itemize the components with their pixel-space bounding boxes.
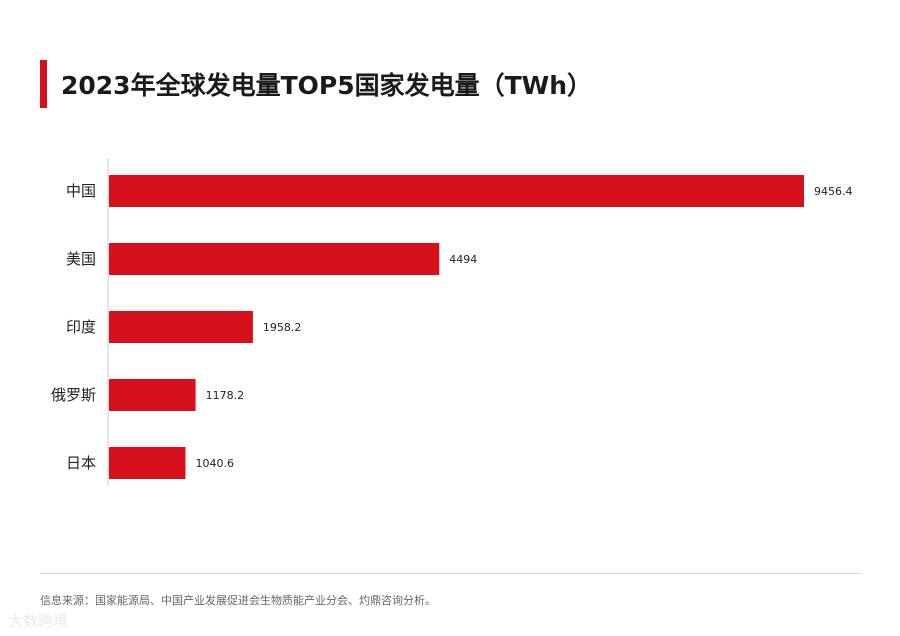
title-accent-bar [40,60,47,108]
bar [109,379,196,411]
value-label: 1178.2 [206,389,245,402]
category-label: 印度 [66,318,96,336]
value-label: 1958.2 [263,321,302,334]
source-note: 信息来源：国家能源局、中国产业发展促进会生物质能产业分会、灼鼎咨询分析。 [40,594,436,607]
category-label: 美国 [66,250,96,268]
footer-divider [40,573,862,574]
value-label: 4494 [449,253,477,266]
value-label: 1040.6 [195,457,234,470]
category-label: 俄罗斯 [51,386,96,404]
watermark-logo: 大数跨境 [8,612,69,630]
category-label: 中国 [66,182,96,200]
bar [109,243,440,275]
bar [109,175,804,207]
bar [109,311,253,343]
bar [109,447,186,479]
value-label: 9456.4 [814,185,853,198]
category-label: 日本 [66,454,96,472]
chart-title: 2023年全球发电量TOP5国家发电量（TWh） [61,71,593,100]
chart-title-block: 2023年全球发电量TOP5国家发电量（TWh） [40,60,592,108]
